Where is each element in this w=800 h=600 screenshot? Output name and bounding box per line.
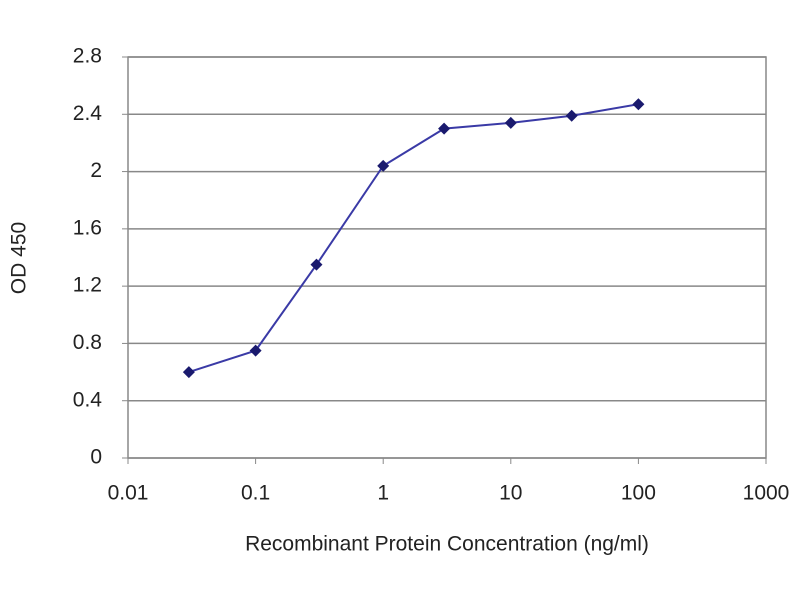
data-point xyxy=(632,98,645,111)
data-point xyxy=(565,109,578,122)
y-tick-label: 1.6 xyxy=(73,216,102,239)
data-line xyxy=(188,103,639,374)
data-point xyxy=(377,159,390,172)
data-point xyxy=(438,122,451,135)
y-tick-label: 2.8 xyxy=(73,45,102,68)
y-tick-label: 0.8 xyxy=(73,331,102,354)
x-axis-label: Recombinant Protein Concentration (ng/ml… xyxy=(245,533,649,556)
y-tick-label: 2.4 xyxy=(73,102,103,125)
plot-area xyxy=(127,56,767,459)
data-point xyxy=(504,116,517,129)
x-tick-label: 0.01 xyxy=(108,482,149,505)
y-tick-label: 2 xyxy=(90,159,102,182)
data-point xyxy=(249,344,262,357)
y-tick-label: 1.2 xyxy=(73,274,102,297)
x-tick-label: 1 xyxy=(377,482,389,505)
x-tick-label: 0.1 xyxy=(241,482,270,505)
x-tick-label: 1000 xyxy=(743,482,790,505)
data-point xyxy=(182,366,195,379)
x-tick-label: 100 xyxy=(621,482,656,505)
x-tick-label: 10 xyxy=(499,482,522,505)
y-axis-label: OD 450 xyxy=(8,222,31,294)
y-tick-label: 0 xyxy=(90,446,102,469)
y-tick-label: 0.4 xyxy=(73,388,103,411)
data-point xyxy=(310,258,323,271)
